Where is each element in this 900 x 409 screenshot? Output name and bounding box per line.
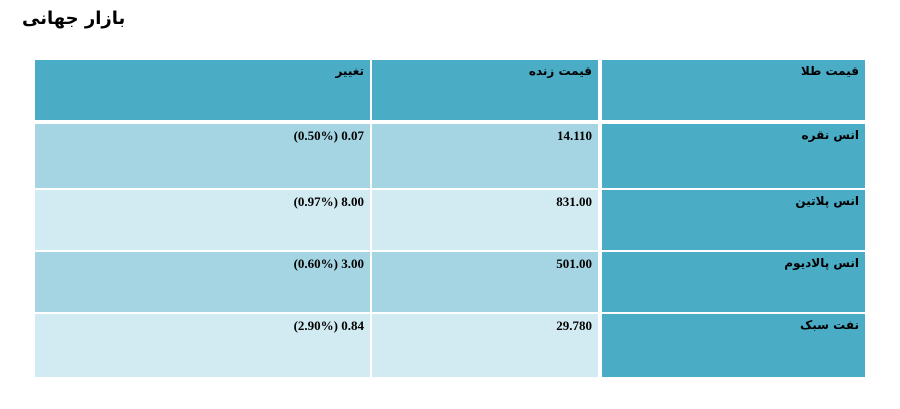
row-label: انس پلاتین bbox=[602, 190, 865, 250]
table-cell: 501.00 bbox=[372, 252, 598, 312]
table-cell: (0.60%) 3.00 bbox=[35, 252, 370, 312]
table-cell: 14.110 bbox=[372, 124, 598, 188]
row-label: نفت سبک bbox=[602, 314, 865, 377]
table-cell: (2.90%) 0.84 bbox=[35, 314, 370, 377]
row-label: انس پالادیوم bbox=[602, 252, 865, 312]
column-header: تغییر bbox=[35, 60, 370, 120]
table-cell: 831.00 bbox=[372, 190, 598, 250]
table-cell: (0.50%) 0.07 bbox=[35, 124, 370, 188]
column-header: قیمت زنده bbox=[372, 60, 598, 120]
table-cell: (0.97%) 8.00 bbox=[35, 190, 370, 250]
column-header: قیمت طلا bbox=[602, 60, 865, 120]
table-cell: 29.780 bbox=[372, 314, 598, 377]
page-title: بازار جهانی bbox=[22, 8, 126, 29]
row-label: انس نقره bbox=[602, 124, 865, 188]
